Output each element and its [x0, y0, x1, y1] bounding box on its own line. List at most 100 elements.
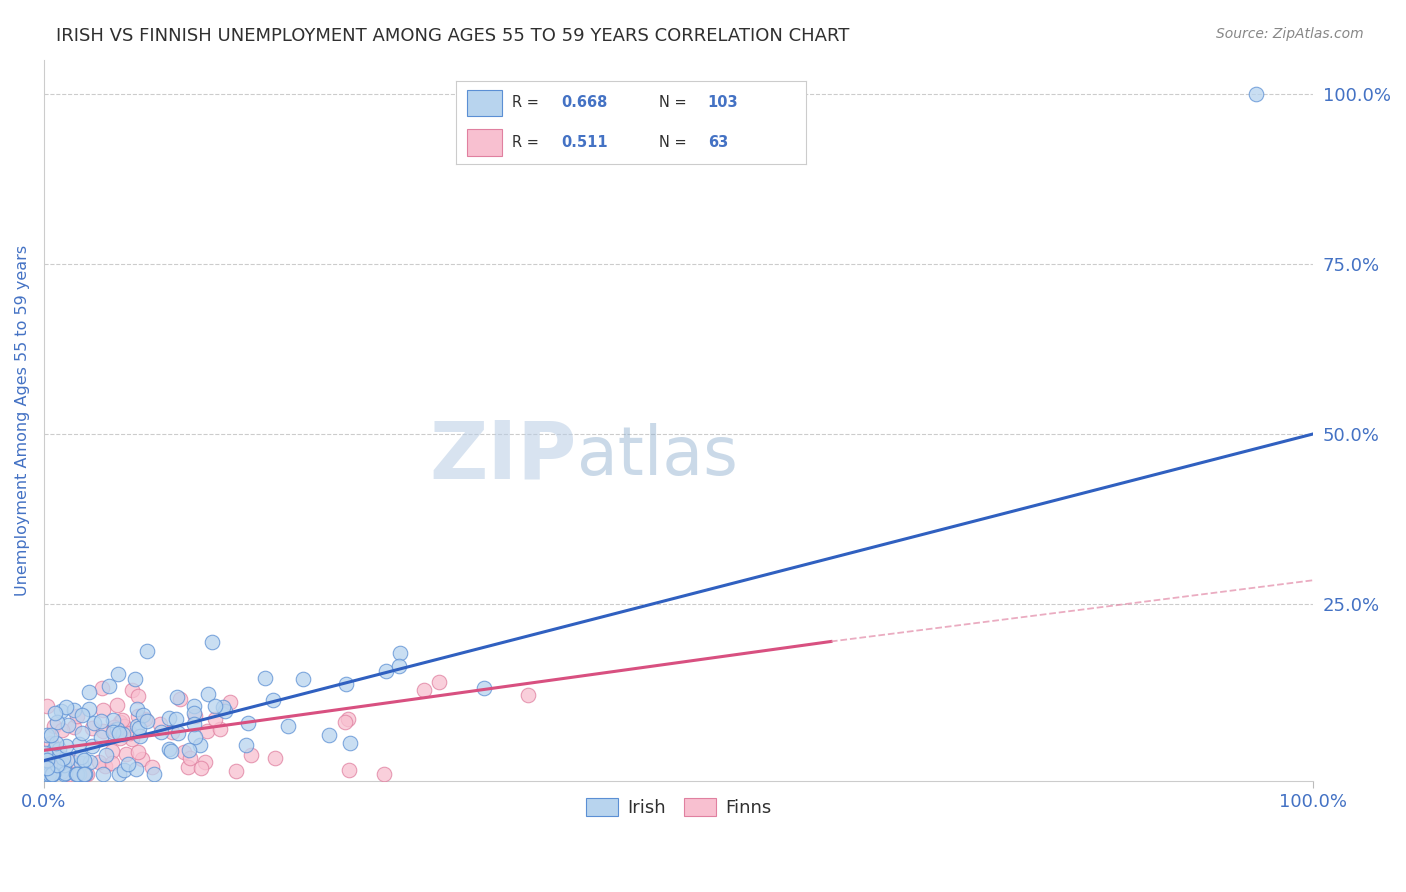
Point [117, 757, 139, 772]
Point [132, 708, 155, 723]
Point [90, 730, 112, 744]
Point [157, 742, 180, 756]
Text: atlas: atlas [576, 424, 738, 490]
Point [34, 758, 56, 772]
Point [190, 761, 212, 775]
Point [39, 728, 62, 742]
Point [179, 743, 201, 757]
Point [70, 726, 93, 740]
Point [90, 681, 112, 695]
Point [149, 724, 172, 739]
Point [166, 726, 188, 740]
Point [112, 719, 135, 733]
Point [52, 751, 75, 765]
Point [212, 700, 235, 714]
Point [115, 747, 138, 761]
Point [125, 719, 148, 733]
Point [125, 762, 148, 776]
Text: Source: ZipAtlas.com: Source: ZipAtlas.com [1216, 27, 1364, 41]
Point [55, 700, 77, 714]
Point [73, 753, 96, 767]
Point [254, 672, 277, 686]
Point [42, 767, 65, 781]
Point [49, 764, 72, 779]
Point [194, 755, 217, 769]
Point [44, 741, 66, 756]
Point [58, 767, 80, 781]
Point [373, 767, 395, 781]
Point [427, 674, 450, 689]
Point [45, 757, 67, 772]
Point [173, 745, 195, 759]
Point [214, 704, 236, 718]
Point [110, 714, 132, 729]
Point [388, 646, 411, 660]
Point [335, 676, 357, 690]
Point [121, 732, 143, 747]
Point [179, 751, 201, 765]
Point [69, 756, 91, 771]
Point [127, 701, 149, 715]
Point [42, 749, 65, 764]
Point [41, 756, 63, 771]
Point [41, 767, 63, 781]
Point [111, 713, 134, 727]
Point [97, 679, 120, 693]
Point [183, 706, 205, 720]
Point [141, 760, 163, 774]
Point [53, 767, 76, 781]
Point [105, 698, 128, 713]
Point [129, 729, 152, 743]
Point [197, 687, 219, 701]
Point [77, 685, 100, 699]
Point [100, 744, 122, 758]
Text: ZIP: ZIP [430, 417, 576, 495]
Point [63, 703, 86, 717]
Point [107, 667, 129, 681]
Text: IRISH VS FINNISH UNEMPLOYMENT AMONG AGES 55 TO 59 YEARS CORRELATION CHART: IRISH VS FINNISH UNEMPLOYMENT AMONG AGES… [56, 27, 849, 45]
Point [127, 690, 149, 704]
Point [110, 731, 132, 745]
Point [55, 753, 77, 767]
Point [37, 728, 59, 742]
Point [195, 723, 218, 738]
Point [56, 717, 79, 731]
Point [46, 715, 69, 730]
Point [103, 723, 125, 737]
Point [41, 767, 63, 781]
Point [77, 702, 100, 716]
Point [91, 703, 114, 717]
Point [101, 756, 124, 771]
Point [188, 738, 211, 752]
Point [166, 690, 188, 704]
Point [135, 644, 157, 658]
Point [105, 723, 128, 737]
Point [73, 767, 96, 781]
Point [73, 767, 96, 781]
Point [1244, 87, 1267, 101]
Point [239, 747, 262, 762]
Point [67, 737, 90, 751]
Point [45, 749, 67, 764]
Point [69, 750, 91, 764]
Point [277, 719, 299, 733]
Point [264, 751, 287, 765]
Point [184, 708, 207, 723]
Point [38, 767, 60, 781]
Point [166, 712, 188, 726]
Point [128, 721, 150, 735]
Point [375, 664, 398, 678]
Point [108, 725, 131, 739]
Point [83, 715, 105, 730]
Point [201, 635, 224, 649]
Point [72, 767, 94, 781]
Point [48, 741, 70, 756]
Point [169, 691, 191, 706]
Point [70, 708, 93, 723]
Point [236, 716, 259, 731]
Point [39, 736, 62, 750]
Point [121, 683, 143, 698]
Point [55, 739, 77, 753]
Point [127, 708, 149, 723]
Point [89, 755, 111, 769]
